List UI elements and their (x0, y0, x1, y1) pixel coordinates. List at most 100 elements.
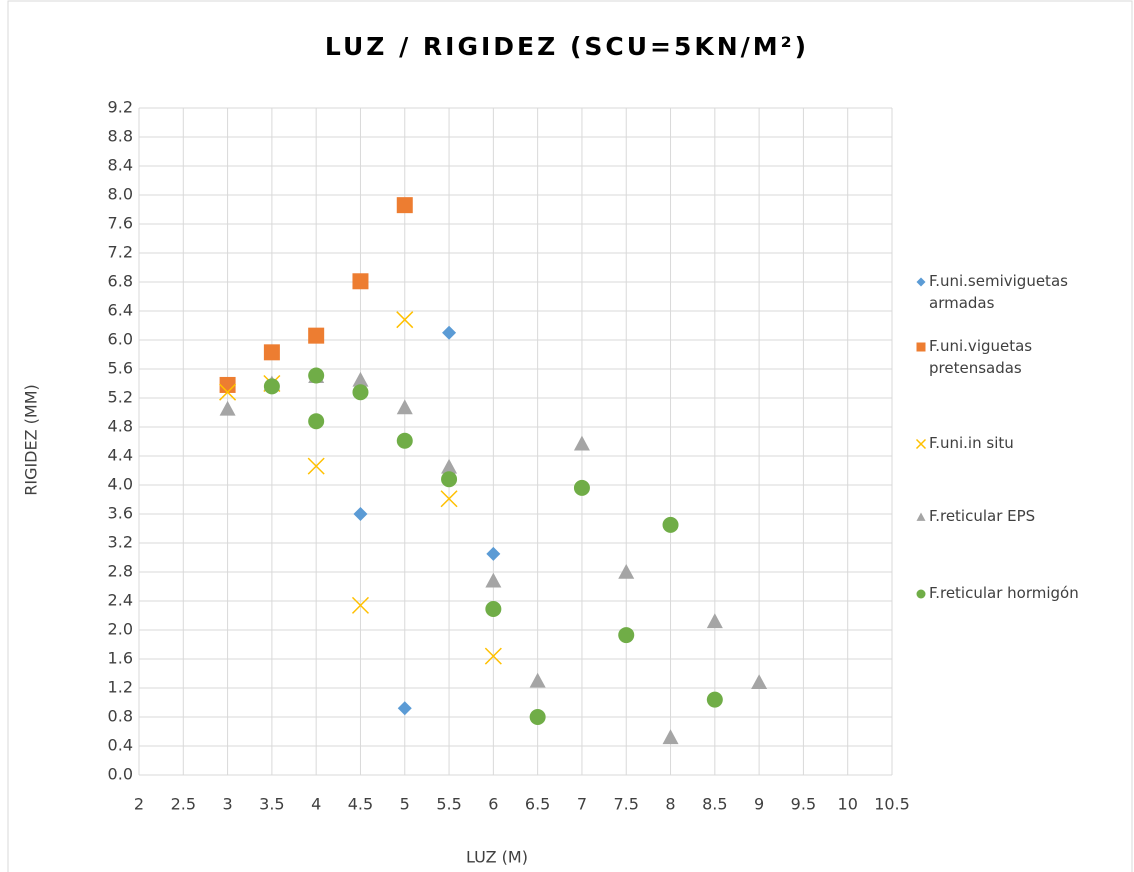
legend-symbol (916, 277, 926, 287)
point (662, 516, 679, 533)
y-tick-label: 7.2 (108, 243, 133, 262)
point (396, 399, 413, 415)
legend-label: F.reticular hormigón (929, 584, 1079, 602)
y-tick-label: 0.8 (108, 707, 133, 726)
point (353, 507, 368, 521)
x-axis-label: LUZ (M) (466, 848, 528, 867)
legend-item: F.uni.in situ (915, 432, 1115, 454)
x-tick-label: 6.5 (525, 795, 550, 814)
x-tick-label: 5.5 (436, 795, 461, 814)
point (441, 471, 458, 488)
x-tick-label: 5 (400, 795, 410, 814)
point (486, 546, 501, 561)
y-tick-label: 6.4 (108, 301, 133, 320)
legend-symbol (916, 512, 926, 521)
point (916, 512, 926, 521)
point (916, 277, 926, 287)
chart-border (7, 0, 1133, 872)
point (308, 367, 325, 384)
point (915, 438, 927, 450)
legend-item: F.uni.semiviguetas armadas (915, 270, 1115, 314)
point (219, 400, 236, 416)
point (573, 479, 590, 496)
point (484, 647, 502, 665)
point (529, 709, 546, 725)
x-tick-label: 10 (838, 795, 858, 814)
point (219, 383, 237, 401)
legend-item: F.reticular hormigón (915, 582, 1115, 604)
x-tick-label: 8.5 (702, 795, 727, 814)
point (618, 627, 635, 644)
x-tick-label: 2.5 (171, 795, 196, 814)
legend-symbol (916, 589, 926, 599)
point (352, 371, 369, 387)
y-tick-label: 2.8 (108, 562, 133, 581)
x-tick-label: 9 (754, 795, 764, 814)
point (529, 672, 546, 688)
y-tick-label: 4.4 (108, 446, 133, 465)
point (352, 273, 369, 290)
y-tick-label: 4.0 (108, 475, 133, 494)
y-tick-label: 9.2 (108, 98, 133, 117)
point (916, 342, 926, 352)
legend-label: F.uni.semiviguetas armadas (929, 272, 1068, 312)
point (440, 490, 458, 508)
y-tick-label: 0.0 (108, 765, 133, 784)
legend-label: F.reticular EPS (929, 507, 1036, 525)
x-tick-label: 10.5 (874, 795, 910, 814)
y-tick-label: 1.6 (108, 649, 133, 668)
y-tick-label: 6.8 (108, 272, 133, 291)
legend-item: F.reticular EPS (915, 505, 1115, 527)
y-tick-label: 3.2 (108, 533, 133, 552)
x-tick-label: 9.5 (791, 795, 816, 814)
x-tick-label: 4 (311, 795, 321, 814)
chart-title: LUZ / RIGIDEZ (SCU=5KN/M²) (325, 32, 809, 61)
legend-label: F.uni.in situ (929, 434, 1014, 452)
y-tick-label: 5.6 (108, 359, 133, 378)
point (618, 564, 635, 579)
point (219, 376, 236, 393)
x-tick-label: 3.5 (259, 795, 284, 814)
point (308, 413, 325, 430)
point (662, 729, 679, 745)
x-tick-label: 2 (134, 795, 144, 814)
y-tick-label: 8.8 (108, 127, 133, 146)
point (442, 325, 457, 340)
y-tick-label: 6.0 (108, 330, 133, 349)
y-tick-label: 7.6 (108, 214, 133, 233)
point (397, 701, 412, 716)
x-tick-label: 7.5 (614, 795, 639, 814)
legend-symbol (915, 438, 927, 450)
legend-label: F.uni.viguetas pretensadas (929, 337, 1033, 377)
point (307, 457, 325, 475)
point (706, 691, 723, 708)
y-tick-label: 0.4 (108, 736, 133, 755)
point (351, 596, 370, 614)
y-axis-label: RIGIDEZ (MM) (22, 384, 41, 496)
point (396, 311, 414, 329)
point (396, 197, 413, 214)
x-tick-label: 7 (577, 795, 587, 814)
y-tick-label: 2.4 (108, 591, 133, 610)
y-tick-label: 2.0 (108, 620, 133, 639)
point (352, 384, 369, 401)
point (706, 613, 723, 629)
point (396, 432, 413, 449)
point (916, 589, 926, 599)
x-tick-label: 6 (488, 795, 498, 814)
legend-symbol (916, 342, 926, 352)
point (485, 600, 502, 617)
point (308, 327, 325, 344)
point (263, 344, 280, 361)
point (485, 572, 502, 588)
y-tick-label: 3.6 (108, 504, 133, 523)
legend-item: F.uni.viguetas pretensadas (915, 335, 1115, 379)
x-tick-label: 8 (665, 795, 675, 814)
x-tick-label: 4.5 (348, 795, 373, 814)
point (263, 378, 280, 395)
y-tick-label: 8.4 (108, 156, 133, 175)
x-tick-label: 3 (222, 795, 232, 814)
point (441, 458, 458, 474)
